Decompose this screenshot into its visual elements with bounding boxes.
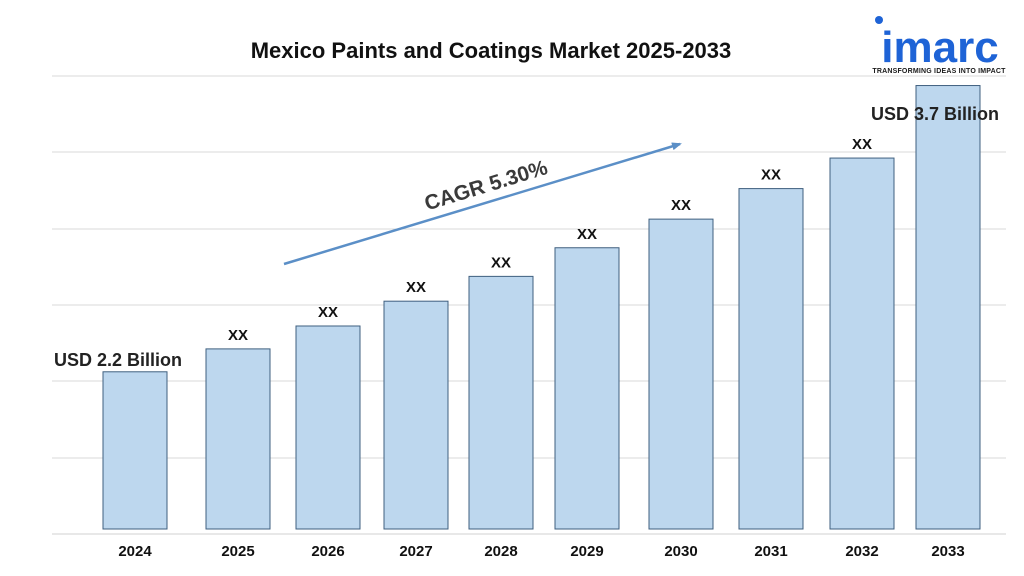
bar-2032 [829, 157, 895, 530]
bar-2027 [383, 300, 449, 530]
brand-logo: imarc TRANSFORMING IDEAS INTO IMPACT [872, 16, 1006, 75]
data-label-2027: XX [406, 279, 426, 296]
x-tick-2031: 2031 [754, 543, 787, 560]
cagr-arrow [283, 142, 682, 266]
chart-title: Mexico Paints and Coatings Market 2025-2… [251, 38, 732, 63]
data-label-2030: XX [671, 197, 691, 214]
bar-2024 [102, 371, 168, 530]
x-tick-2027: 2027 [399, 543, 432, 560]
logo-wordmark: imarc [881, 23, 998, 72]
bar-2029 [554, 247, 620, 530]
x-tick-labels: 2024 2025 2026 2027 2028 2029 2030 2031 2032 2033 [118, 543, 964, 560]
cagr-label: CAGR 5.30% [422, 156, 551, 215]
x-tick-2025: 2025 [221, 543, 254, 560]
end-value-label: USD 3.7 Billion [871, 104, 999, 124]
data-label-2031: XX [761, 167, 781, 184]
data-label-2032: XX [852, 136, 872, 153]
data-label-2029: XX [577, 226, 597, 243]
x-tick-2033: 2033 [931, 543, 964, 560]
bar-2028 [468, 275, 534, 530]
logo-tagline: TRANSFORMING IDEAS INTO IMPACT [872, 68, 1006, 75]
data-labels: XX XX XX XX XX XX XX XX [228, 136, 872, 344]
data-label-2025: XX [228, 327, 248, 344]
x-tick-2028: 2028 [484, 543, 517, 560]
x-tick-2030: 2030 [664, 543, 697, 560]
x-tick-2032: 2032 [845, 543, 878, 560]
bars [102, 85, 981, 530]
data-label-2028: XX [491, 254, 511, 271]
data-label-2026: XX [318, 304, 338, 321]
bar-2031 [738, 188, 804, 530]
start-value-label: USD 2.2 Billion [54, 350, 182, 370]
logo-dot [875, 16, 883, 24]
bar-2033 [915, 85, 981, 530]
x-tick-2026: 2026 [311, 543, 344, 560]
bar-2026 [295, 325, 361, 530]
bar-2025 [205, 348, 271, 530]
x-tick-2029: 2029 [570, 543, 603, 560]
x-tick-2024: 2024 [118, 543, 152, 560]
bar-2030 [648, 218, 714, 530]
